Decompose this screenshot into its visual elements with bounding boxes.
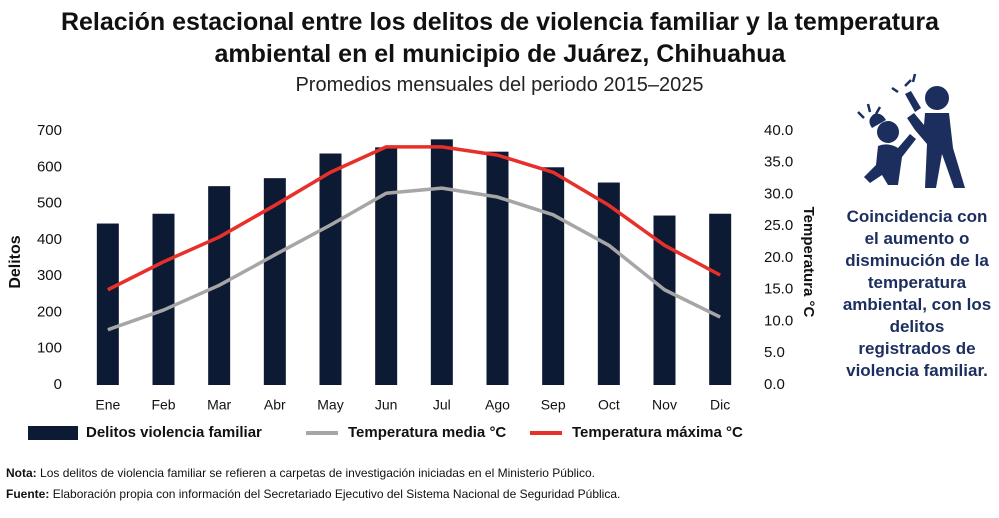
bar	[430, 139, 453, 385]
x-tick-label: Oct	[598, 397, 620, 413]
bar	[653, 215, 676, 385]
x-tick-label: Ago	[485, 397, 510, 413]
bar	[486, 151, 509, 385]
x-tick-label: Nov	[652, 397, 677, 413]
y2-tick-label: 0.0	[764, 376, 785, 393]
y2-tick-label: 30.0	[764, 185, 793, 202]
y-tick-label: 500	[37, 195, 62, 212]
y-tick-label: 100	[37, 340, 62, 357]
note-label: Fuente:	[6, 487, 50, 501]
bar	[597, 182, 620, 385]
x-tick-label: Ene	[95, 397, 120, 413]
bar	[375, 147, 398, 385]
x-tick-label: Sep	[541, 397, 566, 413]
y-tick-label: 400	[37, 231, 62, 248]
bar	[709, 213, 732, 385]
note: Nota: Los delitos de violencia familiar …	[6, 466, 595, 480]
y2-axis-label: Temperatura °C	[800, 207, 817, 318]
line	[107, 186, 721, 332]
y-tick-label: 600	[37, 158, 62, 175]
note-text: Elaboración propia con información del S…	[52, 487, 621, 501]
legend-label: Temperatura media °C	[348, 424, 506, 441]
y-axis-label: Delitos	[7, 235, 24, 288]
y2-tick-label: 40.0	[764, 122, 793, 139]
note-text: Los delitos de violencia familiar se ref…	[40, 466, 595, 480]
icon	[857, 73, 965, 188]
bar	[263, 178, 286, 385]
y-tick-label: 0	[54, 376, 62, 393]
chart-subtitle: Promedios mensuales del periodo 2015–202…	[295, 74, 704, 96]
x-tick-label: Abr	[264, 397, 286, 413]
note: Fuente: Elaboración propia con informaci…	[6, 487, 620, 501]
legend-swatch	[28, 426, 78, 440]
x-tick-label: May	[317, 397, 343, 413]
y2-tick-label: 10.0	[764, 312, 793, 329]
y-tick-label: 300	[37, 267, 62, 284]
y2-tick-label: 20.0	[764, 249, 793, 266]
y2-tick-label: 5.0	[764, 344, 785, 361]
bar	[96, 223, 119, 385]
legend-label: Temperatura máxima °C	[572, 424, 743, 441]
y2-tick-label: 25.0	[764, 217, 793, 234]
bar	[152, 213, 175, 385]
side-note: Coincidencia con el aumento o disminució…	[842, 207, 992, 380]
bar	[542, 167, 565, 385]
y2-tick-label: 35.0	[764, 154, 793, 171]
y2-tick-label: 15.0	[764, 281, 793, 298]
x-tick-label: Feb	[151, 397, 175, 413]
y-tick-label: 200	[37, 303, 62, 320]
x-tick-label: Jun	[375, 397, 398, 413]
line	[107, 145, 721, 292]
x-tick-label: Mar	[207, 397, 231, 413]
x-tick-label: Dic	[710, 397, 730, 413]
chart-title: Relación estacional entre los delitos de…	[60, 8, 940, 68]
bar	[319, 153, 342, 385]
y-tick-label: 700	[37, 122, 62, 139]
x-tick-label: Jul	[433, 397, 451, 413]
legend-label: Delitos violencia familiar	[86, 424, 262, 441]
note-label: Nota:	[6, 466, 37, 480]
